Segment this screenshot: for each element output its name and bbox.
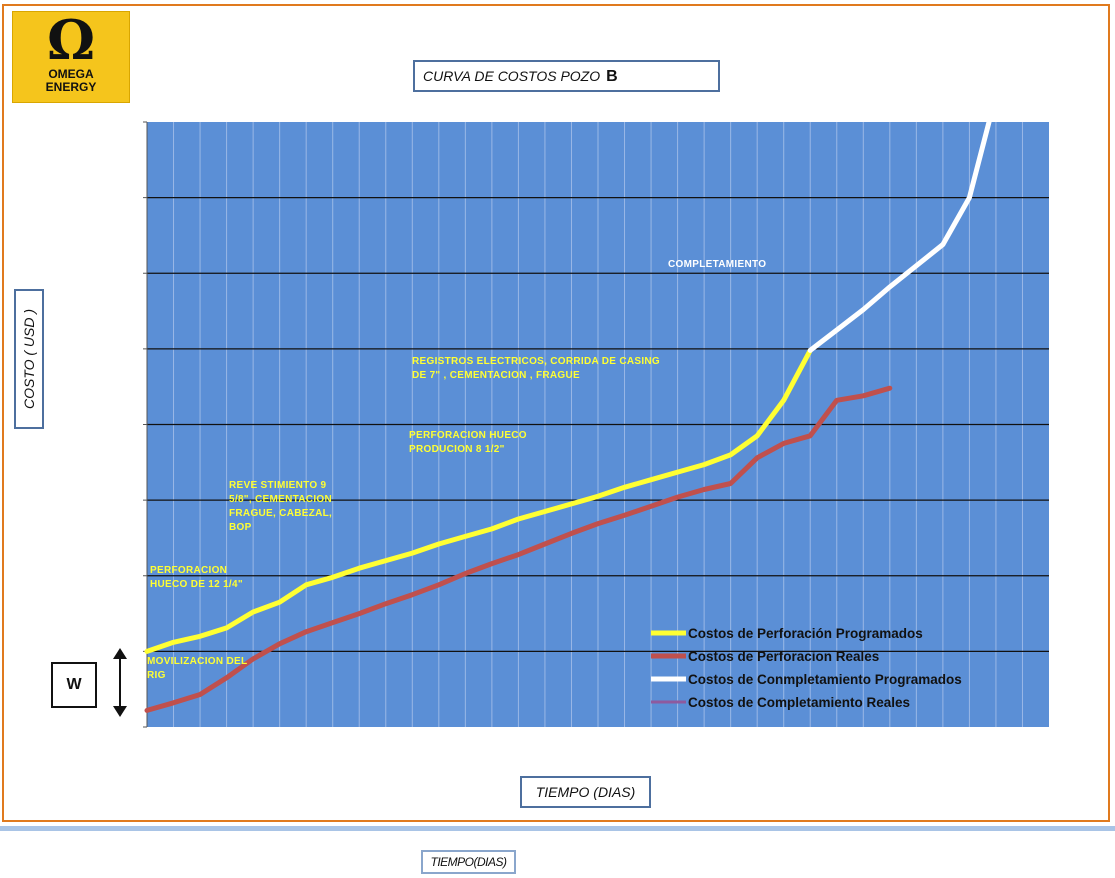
w-arrow-up-icon [113, 648, 127, 659]
legend-label: Costos de Perforacion Reales [688, 649, 879, 664]
annotation-line: HUECO DE 12 1/4" [150, 579, 243, 590]
chart-title-well: B [606, 68, 618, 85]
figure-frame [2, 4, 1110, 822]
annotation-1: MOVILIZACION DEL RIG [147, 656, 247, 681]
annotation-4: PERFORACION HUECO PRODUCION 8 1/2" [409, 430, 527, 455]
omega-icon: Ω [46, 8, 96, 72]
series-line-2 [144, 385, 893, 713]
annotation-line: REGISTROS ELECTRICOS, CORRIDA DE CASING [412, 356, 660, 367]
annotation-line: DE 7" , CEMENTACION , FRAGUE [412, 370, 580, 381]
legend-label: Costos de Completamiento Reales [688, 695, 910, 710]
x-axis-label: TIEMPO (DIAS) [520, 776, 651, 808]
annotation-2: PERFORACION HUECO DE 12 1/4" [150, 565, 243, 590]
annotation-line: PERFORACION HUECO [409, 430, 527, 441]
w-label-box: W [51, 662, 97, 708]
annotation-line: COMPLETAMIENTO [668, 259, 766, 270]
annotation-line: RIG [147, 670, 166, 681]
chart-title: CURVA DE COSTOS POZO B [413, 60, 720, 92]
annotation-line: FRAGUE, CABEZAL, [229, 508, 332, 519]
series-line-1 [144, 347, 813, 654]
annotation-line: PERFORACION [150, 565, 227, 576]
logo-line-1: OMEGA [48, 67, 94, 81]
annotation-6: COMPLETAMIENTO [668, 259, 766, 270]
y-axis-label-box: COSTO ( USD ) [14, 289, 44, 429]
annotation-line: 5/8", CEMENTACION [229, 494, 332, 505]
annotation-5: REGISTROS ELECTRICOS, CORRIDA DE CASING D… [412, 356, 660, 381]
legend-label: Costos de Conmpletamiento Programados [688, 672, 962, 687]
w-arrow-down-icon [113, 706, 127, 717]
logo-line-2: ENERGY [45, 80, 97, 94]
omega-energy-logo: Ω OMEGA ENERGY [12, 11, 130, 103]
annotation-line: REVE STIMIENTO 9 [229, 480, 327, 491]
legend-label: Costos de Perforación Programados [688, 626, 923, 641]
annotation-line: MOVILIZACION DEL [147, 656, 247, 667]
section-divider [0, 826, 1115, 831]
annotation-line: BOP [229, 522, 252, 533]
annotation-line: PRODUCION 8 1/2" [409, 444, 505, 455]
series-line-3 [807, 93, 999, 353]
annotation-3: REVE STIMIENTO 9 5/8", CEMENTACION FRAGUE,… [229, 480, 332, 533]
secondary-x-axis-label: TIEMPO(DIAS) [421, 850, 516, 874]
chart-title-text: CURVA DE COSTOS POZO [423, 68, 601, 84]
